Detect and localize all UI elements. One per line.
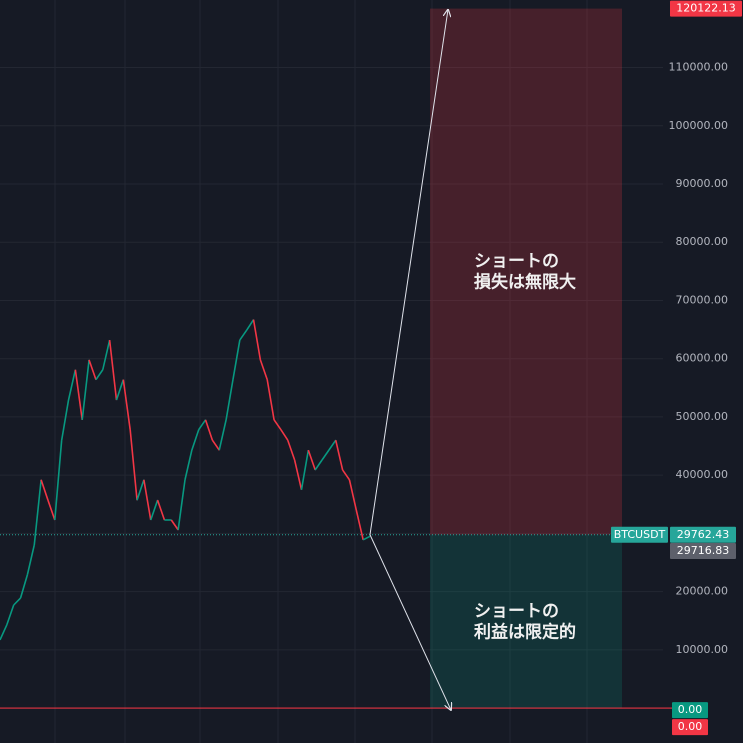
y-tick-label: 80000.00: [676, 235, 729, 248]
y-tick-label: 60000.00: [676, 352, 729, 365]
price-segment: [177, 479, 186, 530]
y-tick-label: 40000.00: [676, 468, 729, 481]
price-segment: [341, 469, 351, 481]
price-segment: [355, 509, 364, 540]
price-segment: [259, 359, 268, 380]
price-segment: [143, 479, 152, 521]
price-segment: [6, 604, 15, 626]
symbol-label-box: [611, 526, 668, 543]
price-segment: [115, 379, 125, 401]
annotation-line: 損失は無限大: [474, 272, 576, 293]
price-segment: [211, 439, 220, 451]
price-segment: [122, 379, 131, 430]
stop-price: 120122.13: [676, 2, 736, 15]
y-tick-label: 100000.00: [669, 119, 729, 132]
entry-price: 29762.43: [677, 528, 730, 541]
price-segment: [198, 419, 207, 431]
loss-arrow: [369, 10, 448, 535]
lower-level-price-box: [672, 719, 708, 736]
price-segment: [81, 359, 90, 420]
annotation: ショートの利益は限定的: [474, 601, 576, 642]
profit-arrow: [369, 534, 451, 710]
price-segment: [218, 419, 227, 451]
price-segment: [67, 369, 77, 401]
y-tick-label: 90000.00: [676, 177, 729, 190]
price-segment: [273, 419, 282, 431]
target-price: 0.00: [678, 703, 703, 716]
vertical-grid: [54, 0, 588, 743]
price-segment: [108, 339, 118, 401]
price-segment: [245, 319, 255, 331]
annotation: ショートの損失は無限大: [474, 252, 576, 293]
price-segment: [74, 369, 84, 420]
y-tick-label: 10000.00: [676, 643, 729, 656]
stop-price-box: [670, 0, 742, 17]
loss-zone: [430, 8, 622, 535]
price-segment: [26, 544, 36, 575]
price-segment: [88, 359, 97, 380]
price-segment: [47, 499, 56, 521]
price-segment: [149, 499, 159, 521]
price-segment: [362, 535, 371, 541]
price-segment: [13, 597, 22, 606]
price-segment: [33, 479, 42, 546]
price-segment: [156, 499, 166, 521]
price-segment: [232, 339, 241, 380]
price-segment: [280, 429, 289, 441]
price-segment: [225, 379, 234, 420]
price-segment: [129, 429, 138, 501]
y-tick-label: 110000.00: [669, 61, 729, 74]
price-segment: [0, 624, 8, 641]
annotation-line: ショートの: [474, 601, 559, 621]
price-segment: [184, 449, 193, 480]
price-segment: [307, 449, 316, 471]
profit-zone: [430, 534, 622, 709]
price-segment: [40, 479, 49, 501]
price-segment: [136, 479, 145, 501]
price-segment: [348, 479, 358, 511]
price-segment: [95, 369, 104, 381]
price-segment: [334, 440, 344, 471]
price-segment: [54, 440, 63, 521]
price-segment: [60, 399, 70, 441]
second-price: 29716.83: [677, 544, 730, 557]
price-segment: [287, 439, 296, 461]
y-tick-label: 50000.00: [676, 410, 729, 423]
second-price-box: [670, 543, 736, 560]
price-segment: [252, 319, 262, 360]
price-segment: [293, 459, 303, 490]
entry-price-box: [670, 526, 736, 543]
price-segment: [328, 439, 337, 451]
price-segment: [266, 379, 275, 420]
y-tick-label: 70000.00: [676, 293, 729, 306]
price-segment: [300, 449, 310, 490]
price-segment: [321, 449, 330, 461]
price-segment: [19, 574, 29, 599]
price-segment: [204, 419, 214, 441]
y-tick-label: 20000.00: [676, 585, 729, 598]
price-segment: [101, 339, 111, 370]
symbol-label: BTCUSDT: [614, 528, 666, 541]
lower-level-price: 0.00: [678, 720, 703, 733]
price-segment: [239, 329, 248, 341]
price-segment: [170, 519, 179, 531]
annotation-line: 利益は限定的: [474, 621, 576, 642]
price-segment: [191, 429, 200, 451]
target-price-box: [672, 702, 708, 719]
annotation-line: ショートの: [474, 252, 559, 272]
price-segment: [314, 459, 323, 471]
